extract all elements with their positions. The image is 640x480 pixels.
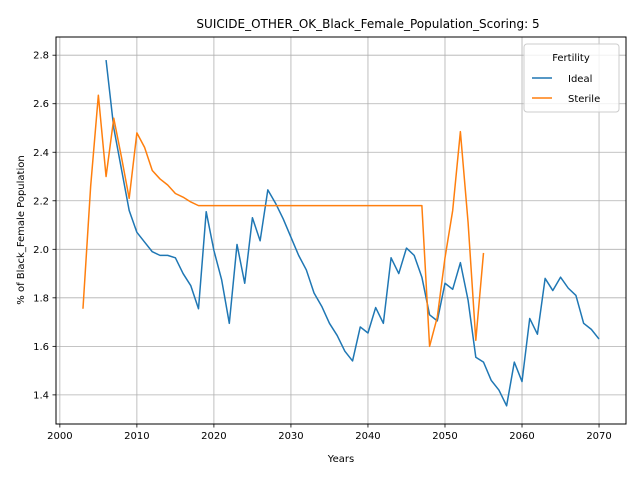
y-tick-label: 2.2 [33,196,49,207]
legend: Fertility Ideal Sterile [523,43,620,113]
chart-title: SUICIDE_OTHER_OK_Black_Female_Population… [196,17,539,31]
x-tick-label: 2020 [201,431,226,442]
y-tick-label: 1.4 [33,390,49,401]
x-tick-label: 2030 [278,431,303,442]
legend-label-ideal: Ideal [568,74,592,85]
legend-box [523,43,620,113]
legend-label-sterile: Sterile [568,94,600,105]
y-tick-label: 2.6 [33,99,49,110]
x-tick-label: 2060 [509,431,534,442]
y-tick-label: 1.8 [33,293,49,304]
x-axis-label: Years [327,454,354,465]
plot-frame [55,36,627,425]
y-axis-ticks: 1.4 1.6 1.8 2.0 2.2 2.4 2.6 2.8 [33,51,56,401]
x-axis-ticks: 2000 2010 2020 2030 2040 2050 2060 2070 [47,424,612,442]
series-line-ideal [105,59,600,407]
y-tick-label: 2.4 [33,148,49,159]
x-tick-label: 2040 [355,431,380,442]
x-tick-label: 2000 [47,431,72,442]
series-lines [82,59,600,407]
x-tick-label: 2070 [586,431,611,442]
y-axis-label: % of Black_Female Population [16,155,27,304]
y-tick-label: 1.6 [33,342,49,353]
y-tick-label: 2.8 [33,51,49,62]
legend-title: Fertility [552,53,590,64]
x-tick-label: 2050 [432,431,457,442]
y-tick-label: 2.0 [33,245,49,256]
x-tick-label: 2010 [124,431,149,442]
series-line-sterile [82,94,485,348]
